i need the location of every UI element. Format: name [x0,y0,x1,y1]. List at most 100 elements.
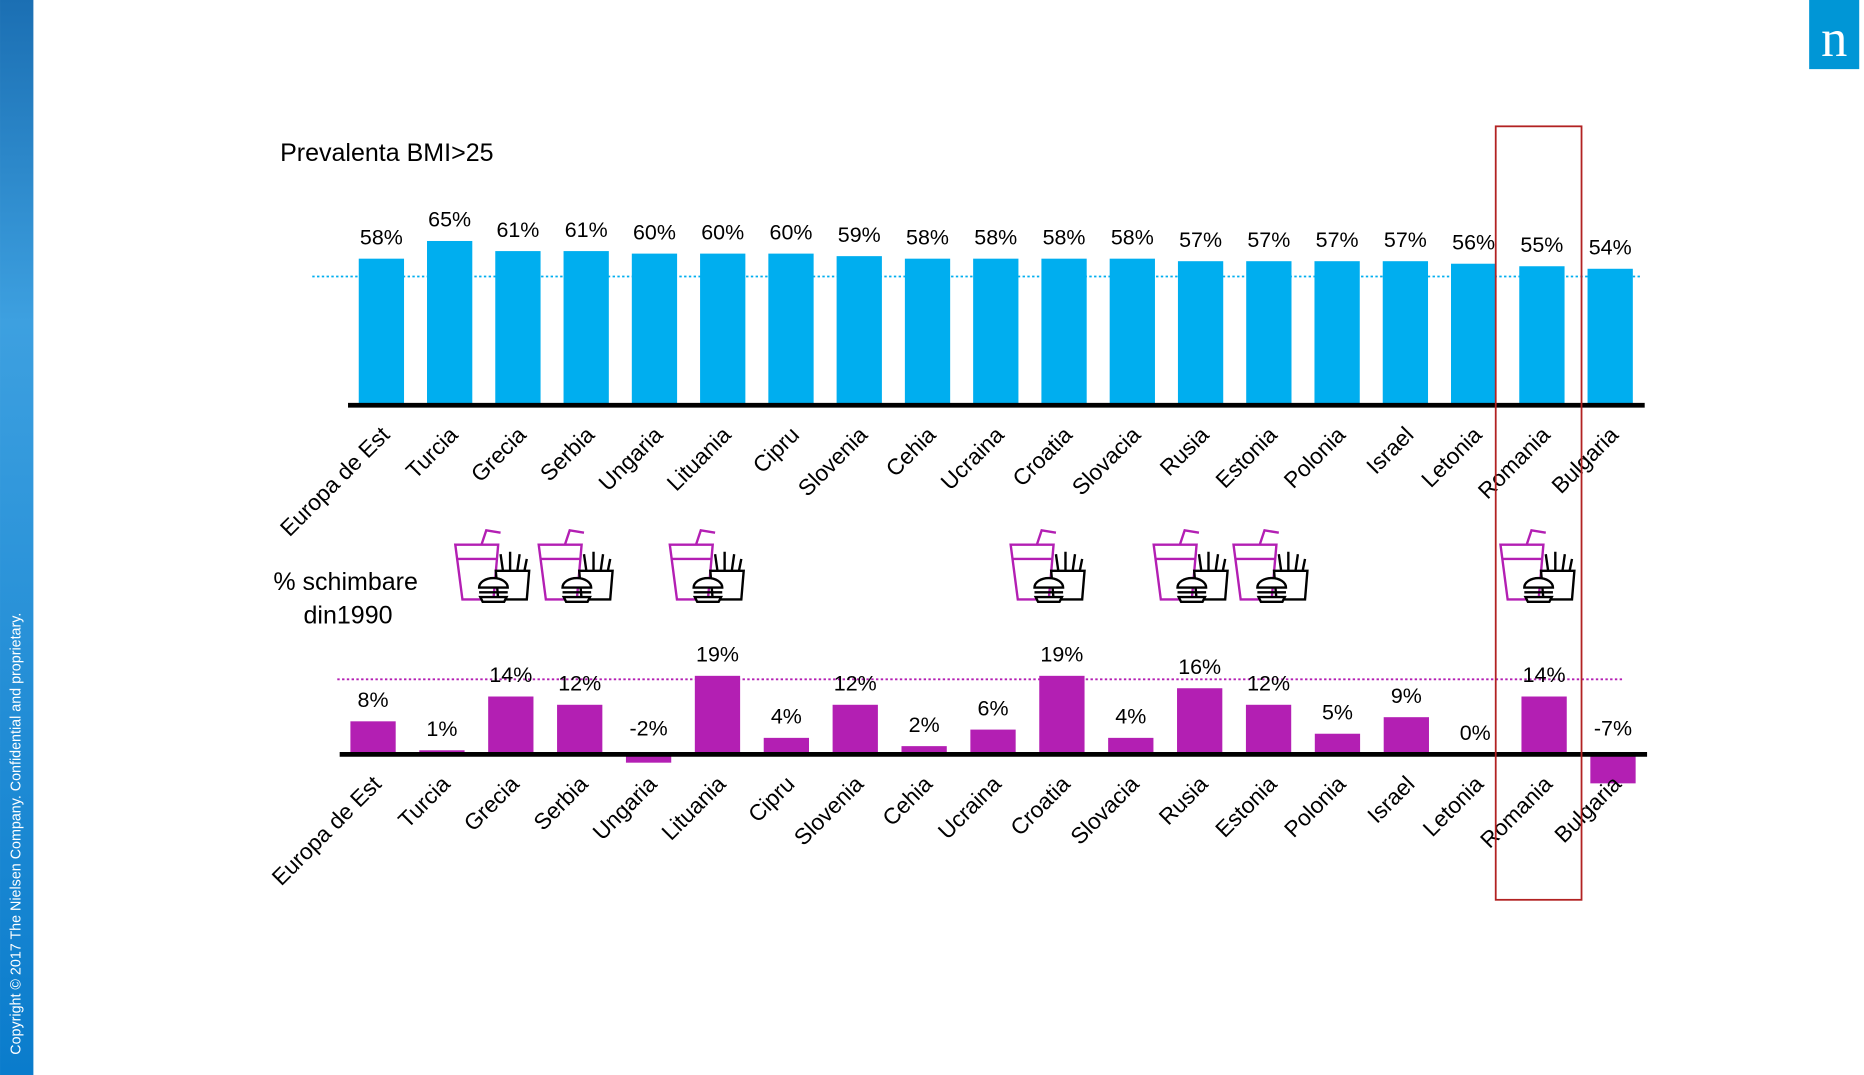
x-tick-label: Slovenia [789,771,868,850]
data-label: 9% [1391,684,1422,708]
burger [692,576,724,604]
x-tick-label: Cehia [878,771,938,831]
x-tick-label: Polonia [1279,771,1350,842]
x-tick-label: Ucraina [933,771,1006,844]
data-label: 0% [1460,721,1491,745]
x-tick-label: Serbia [529,771,593,835]
data-label: 1% [426,717,457,741]
data-label: 56% [1452,230,1495,254]
bar [832,704,878,755]
fries [1049,551,1086,601]
bar [1177,261,1224,406]
data-label: 58% [906,225,949,249]
bar [488,696,534,755]
bar [901,746,947,755]
food-icon [668,529,745,604]
x-tick-label: Bulgaria [1547,422,1624,499]
data-label: 6% [978,696,1009,720]
x-tick-label: Israel [1363,771,1420,828]
x-tick-label: Estonia [1211,422,1282,493]
straw [1258,529,1280,546]
burger [1033,576,1065,604]
bar [1041,258,1087,406]
x-tick-label: Romania [1475,771,1557,853]
straw [1035,529,1057,546]
data-label: 19% [1040,643,1083,667]
burger [1176,576,1208,604]
food-icon [1152,529,1229,604]
bar [1451,263,1497,406]
x-tick-label: Europa de Est [267,771,387,891]
chart-title: din1990 [303,601,392,629]
data-label: 65% [428,208,471,232]
bar [563,251,609,406]
data-label: 61% [565,218,608,242]
bar [1039,675,1085,755]
data-label: 58% [1043,225,1086,249]
bar [427,240,473,406]
bar [768,253,814,406]
x-tick-label: Ungaria [594,422,668,496]
x-tick-label: Ucraina [936,422,1009,495]
burger [1256,576,1288,604]
x-tick-label: Estonia [1211,771,1282,842]
data-label: 5% [1322,700,1353,724]
data-label: 4% [1115,705,1146,729]
bar [557,704,603,755]
data-label: 57% [1316,228,1359,252]
data-label: 4% [771,705,802,729]
x-tick-label: Cehia [881,422,941,482]
data-label: 57% [1179,228,1222,252]
x-tick-label: Cipru [748,422,804,478]
bar [631,253,678,406]
straw [480,529,501,546]
x-tick-label: Romania [1473,422,1555,504]
burger [477,576,509,604]
data-label: 55% [1520,233,1563,257]
data-label: 12% [834,671,877,695]
x-tick-label: Slovacia [1067,422,1145,500]
bar [1587,268,1633,406]
chart-title: Prevalenta BMI>25 [280,139,493,167]
data-label: 57% [1384,228,1427,252]
x-tick-label: Cipru [744,771,800,827]
bar [1314,261,1360,406]
fries [494,551,531,601]
food-icon [453,529,531,604]
data-label: 60% [633,220,676,244]
bar [1383,717,1429,755]
bar [1314,733,1361,755]
x-tick-label: Turcia [401,422,463,484]
data-label: 60% [701,220,744,244]
data-label: 58% [360,225,403,249]
x-tick-label: Grecia [466,422,531,487]
x-tick-label: Polonia [1279,422,1350,493]
fries [1192,551,1229,601]
bar [763,737,810,755]
bar [625,754,672,763]
food-icon [1499,529,1576,604]
data-label: 14% [489,663,532,687]
bar [1382,261,1429,406]
fries [1272,551,1309,601]
data-label: -2% [630,716,668,740]
bar [350,721,396,755]
bar [973,258,1019,406]
straw [563,529,585,546]
data-label: 12% [1247,671,1290,695]
data-label: 59% [838,223,881,247]
x-tick-label: Letonia [1418,771,1488,841]
data-label: 8% [358,688,389,712]
burger [1523,576,1555,604]
bar [904,258,951,406]
x-tick-label: Israel [1362,422,1419,479]
bar [970,729,1016,755]
data-label: 2% [909,713,940,737]
highlight-box [1494,125,1583,901]
bar [836,256,882,406]
copyright: Copyright © 2017 The Nielsen Company. Co… [8,613,24,1055]
x-tick-label: Lituania [662,422,736,496]
logo: n [1821,10,1847,68]
icons [453,529,1576,604]
